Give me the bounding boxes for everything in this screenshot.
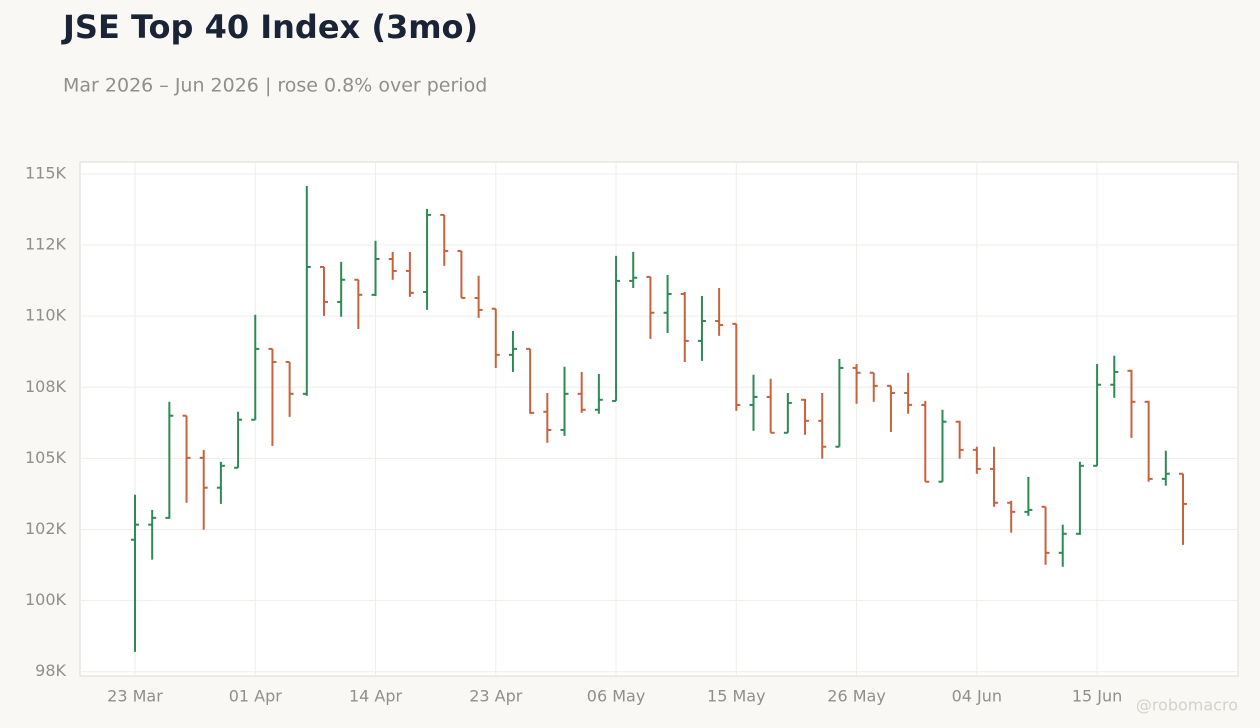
watermark: @robomacro: [1136, 696, 1238, 715]
x-tick-label: 01 Apr: [229, 687, 283, 706]
y-tick-label: 108K: [25, 377, 67, 396]
x-tick-label: 15 May: [707, 687, 766, 706]
y-tick-label: 98K: [35, 661, 66, 680]
x-tick-label: 04 Jun: [952, 687, 1002, 706]
chart-subtitle: Mar 2026 – Jun 2026 | rose 0.8% over per…: [63, 75, 487, 97]
chart-title: JSE Top 40 Index (3mo): [61, 8, 478, 46]
y-tick-label: 115K: [25, 163, 67, 182]
y-tick-label: 110K: [25, 306, 67, 325]
x-tick-label: 23 Mar: [107, 687, 163, 706]
x-tick-label: 26 May: [827, 687, 886, 706]
y-tick-label: 112K: [25, 235, 67, 254]
y-tick-label: 105K: [25, 448, 67, 467]
x-tick-label: 15 Jun: [1072, 687, 1122, 706]
x-tick-label: 14 Apr: [349, 687, 403, 706]
y-tick-label: 100K: [25, 590, 67, 609]
x-tick-label: 06 May: [587, 687, 646, 706]
x-tick-label: 23 Apr: [469, 687, 523, 706]
y-tick-label: 102K: [25, 519, 67, 538]
